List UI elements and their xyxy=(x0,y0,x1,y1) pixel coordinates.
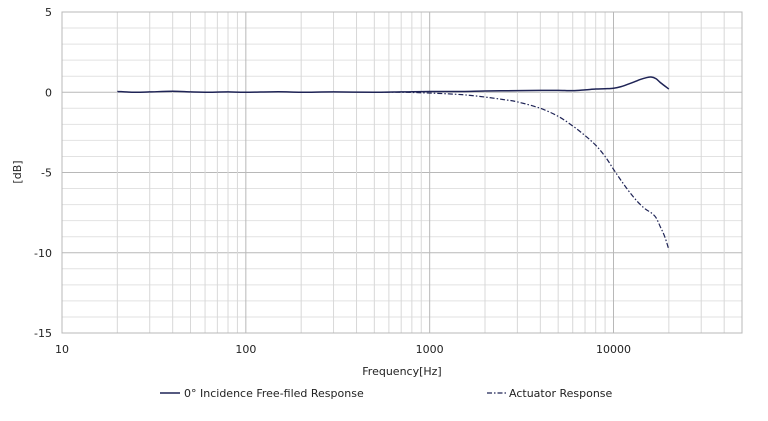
series-line-actuator xyxy=(374,91,670,250)
y-axis-title: [dB] xyxy=(11,160,24,183)
x-tick-label: 10 xyxy=(55,343,69,356)
x-tick-label: 1000 xyxy=(416,343,444,356)
legend: 0° Incidence Free-filed Response Actuato… xyxy=(160,387,613,400)
grid xyxy=(61,11,743,334)
series-layer xyxy=(117,76,670,250)
x-tick-labels: 10 100 1000 10000 xyxy=(55,343,631,356)
y-tick-labels: 5 0 -5 -10 -15 xyxy=(34,6,52,340)
y-tick-label: -15 xyxy=(34,327,52,340)
legend-label-free-field: 0° Incidence Free-filed Response xyxy=(184,387,364,400)
plot-border xyxy=(61,11,743,334)
x-tick-label: 10000 xyxy=(596,343,631,356)
y-tick-label: 5 xyxy=(45,6,52,19)
y-tick-label: -10 xyxy=(34,247,52,260)
series-line-free-field xyxy=(117,76,670,94)
y-tick-label: -5 xyxy=(41,167,52,180)
legend-label-actuator: Actuator Response xyxy=(509,387,613,400)
x-tick-label: 100 xyxy=(235,343,256,356)
y-tick-label: 0 xyxy=(45,86,52,99)
x-axis-title: Frequency[Hz] xyxy=(362,365,441,378)
